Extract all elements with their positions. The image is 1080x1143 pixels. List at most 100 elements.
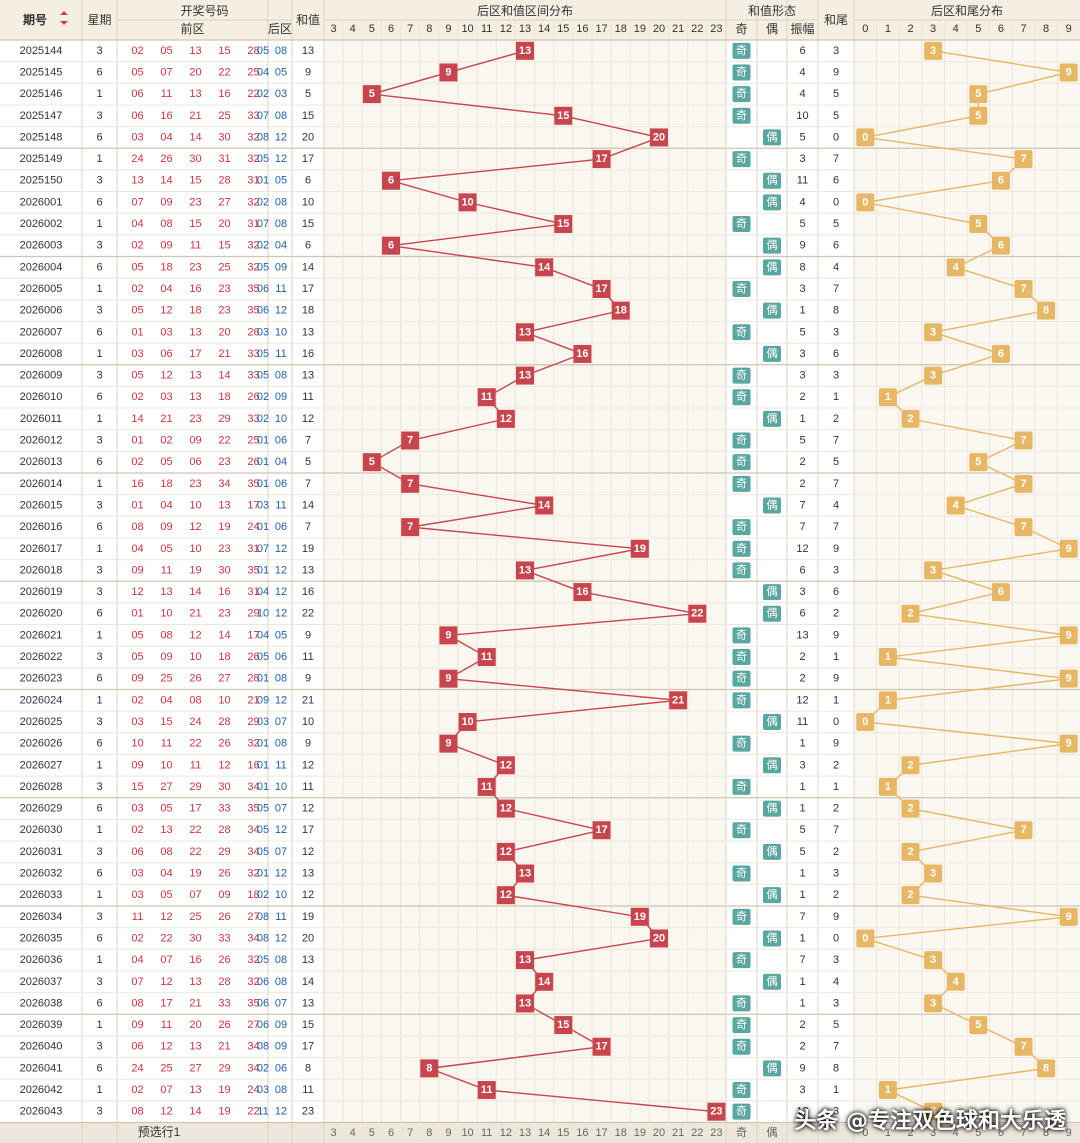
sum-marker-label: 5 <box>369 456 375 468</box>
sum-marker-label: 13 <box>519 954 531 966</box>
front-number: 32 <box>247 868 259 880</box>
front-number: 13 <box>189 88 201 100</box>
back-number: 09 <box>275 1041 287 1053</box>
front-number: 31 <box>247 175 259 187</box>
weekday: 1 <box>96 348 102 360</box>
sum-marker <box>496 842 515 861</box>
back-number: 05 <box>257 348 269 360</box>
front-number: 34 <box>247 824 259 836</box>
tail-marker <box>924 366 943 385</box>
sum-marker <box>630 907 649 926</box>
back-number: 08 <box>275 218 287 230</box>
front-number: 22 <box>189 738 201 750</box>
front-number: 14 <box>189 1106 201 1118</box>
front-number: 11 <box>161 88 172 100</box>
amplitude-value: 1 <box>799 781 805 793</box>
front-number: 16 <box>218 88 230 100</box>
parity-text: 偶 <box>767 715 778 728</box>
parity-text: 偶 <box>767 239 778 252</box>
amplitude-value: 1 <box>799 889 805 901</box>
weekday: 6 <box>96 738 102 750</box>
weekday: 6 <box>96 803 102 815</box>
weekday: 3 <box>96 1041 102 1053</box>
sum-value: 12 <box>302 413 314 425</box>
sum-value: 12 <box>302 803 314 815</box>
front-number: 12 <box>189 521 201 533</box>
front-number: 02 <box>131 1084 143 1096</box>
weekday: 3 <box>96 911 102 923</box>
sum-marker-label: 14 <box>538 261 551 273</box>
odd-badge <box>732 519 751 536</box>
back-number: 01 <box>257 759 269 771</box>
header-sum-form: 和值形态 <box>748 3 796 18</box>
sum-value: 14 <box>302 976 314 988</box>
front-number: 18 <box>218 651 230 663</box>
sum-value: 18 <box>302 305 314 317</box>
front-number: 12 <box>160 1041 172 1053</box>
odd-badge <box>732 627 751 644</box>
back-number: 01 <box>257 868 269 880</box>
amplitude-value: 1 <box>799 413 805 425</box>
weekday: 3 <box>96 45 102 57</box>
back-number: 09 <box>275 261 287 273</box>
tail-value: 3 <box>833 564 839 576</box>
sum-value: 23 <box>302 1106 314 1118</box>
front-number: 01 <box>131 499 143 511</box>
weekday: 3 <box>96 716 102 728</box>
sum-marker <box>688 604 707 623</box>
odd-badge <box>732 454 751 471</box>
front-number: 24 <box>131 1062 143 1074</box>
tail-marker-label: 4 <box>953 976 960 988</box>
amplitude-value: 2 <box>799 391 805 403</box>
issue-number: 2026021 <box>20 629 63 641</box>
issue-number: 2026027 <box>20 759 63 771</box>
tail-marker-label: 2 <box>907 803 913 815</box>
issue-number: 2026012 <box>20 435 63 447</box>
issue-number: 2026026 <box>20 738 63 750</box>
tail-col-label: 5 <box>975 23 981 35</box>
sum-marker-label: 11 <box>481 651 493 663</box>
weekday: 3 <box>96 564 102 576</box>
front-number: 06 <box>131 846 143 858</box>
front-number: 31 <box>247 586 259 598</box>
tail-marker-label: 3 <box>930 370 936 382</box>
back-number: 09 <box>275 391 287 403</box>
sum-marker <box>516 951 534 970</box>
parity-text: 奇 <box>736 390 747 403</box>
sum-col-label: 21 <box>672 23 684 35</box>
back-number: 05 <box>275 66 287 78</box>
footer-tail-col: 4 <box>953 1127 959 1139</box>
weekday: 1 <box>96 88 102 100</box>
parity-text: 奇 <box>736 434 747 447</box>
weekday: 6 <box>96 868 102 880</box>
tail-marker-label: 4 <box>953 261 960 273</box>
footer-even: 偶 <box>767 1126 778 1139</box>
front-number: 18 <box>189 305 201 317</box>
back-number: 02 <box>257 889 269 901</box>
sum-value: 14 <box>302 499 314 511</box>
issue-number: 2026042 <box>20 1084 63 1096</box>
amplitude-value: 3 <box>799 370 805 382</box>
front-number: 13 <box>189 326 201 338</box>
back-number: 07 <box>257 543 269 555</box>
back-number: 08 <box>257 131 269 143</box>
issue-number: 2026041 <box>20 1062 63 1074</box>
sum-marker-label: 19 <box>634 543 646 555</box>
front-number: 18 <box>160 261 172 273</box>
back-number: 02 <box>257 196 269 208</box>
front-number: 15 <box>189 175 201 187</box>
parity-text: 奇 <box>736 628 747 641</box>
front-number: 19 <box>189 564 201 576</box>
tail-marker <box>924 323 943 342</box>
front-number: 32 <box>247 954 259 966</box>
sum-marker <box>535 972 554 991</box>
sum-col-label: 10 <box>461 23 473 35</box>
sum-value: 13 <box>302 370 314 382</box>
sum-marker-label: 13 <box>519 45 531 57</box>
front-number: 30 <box>218 781 230 793</box>
